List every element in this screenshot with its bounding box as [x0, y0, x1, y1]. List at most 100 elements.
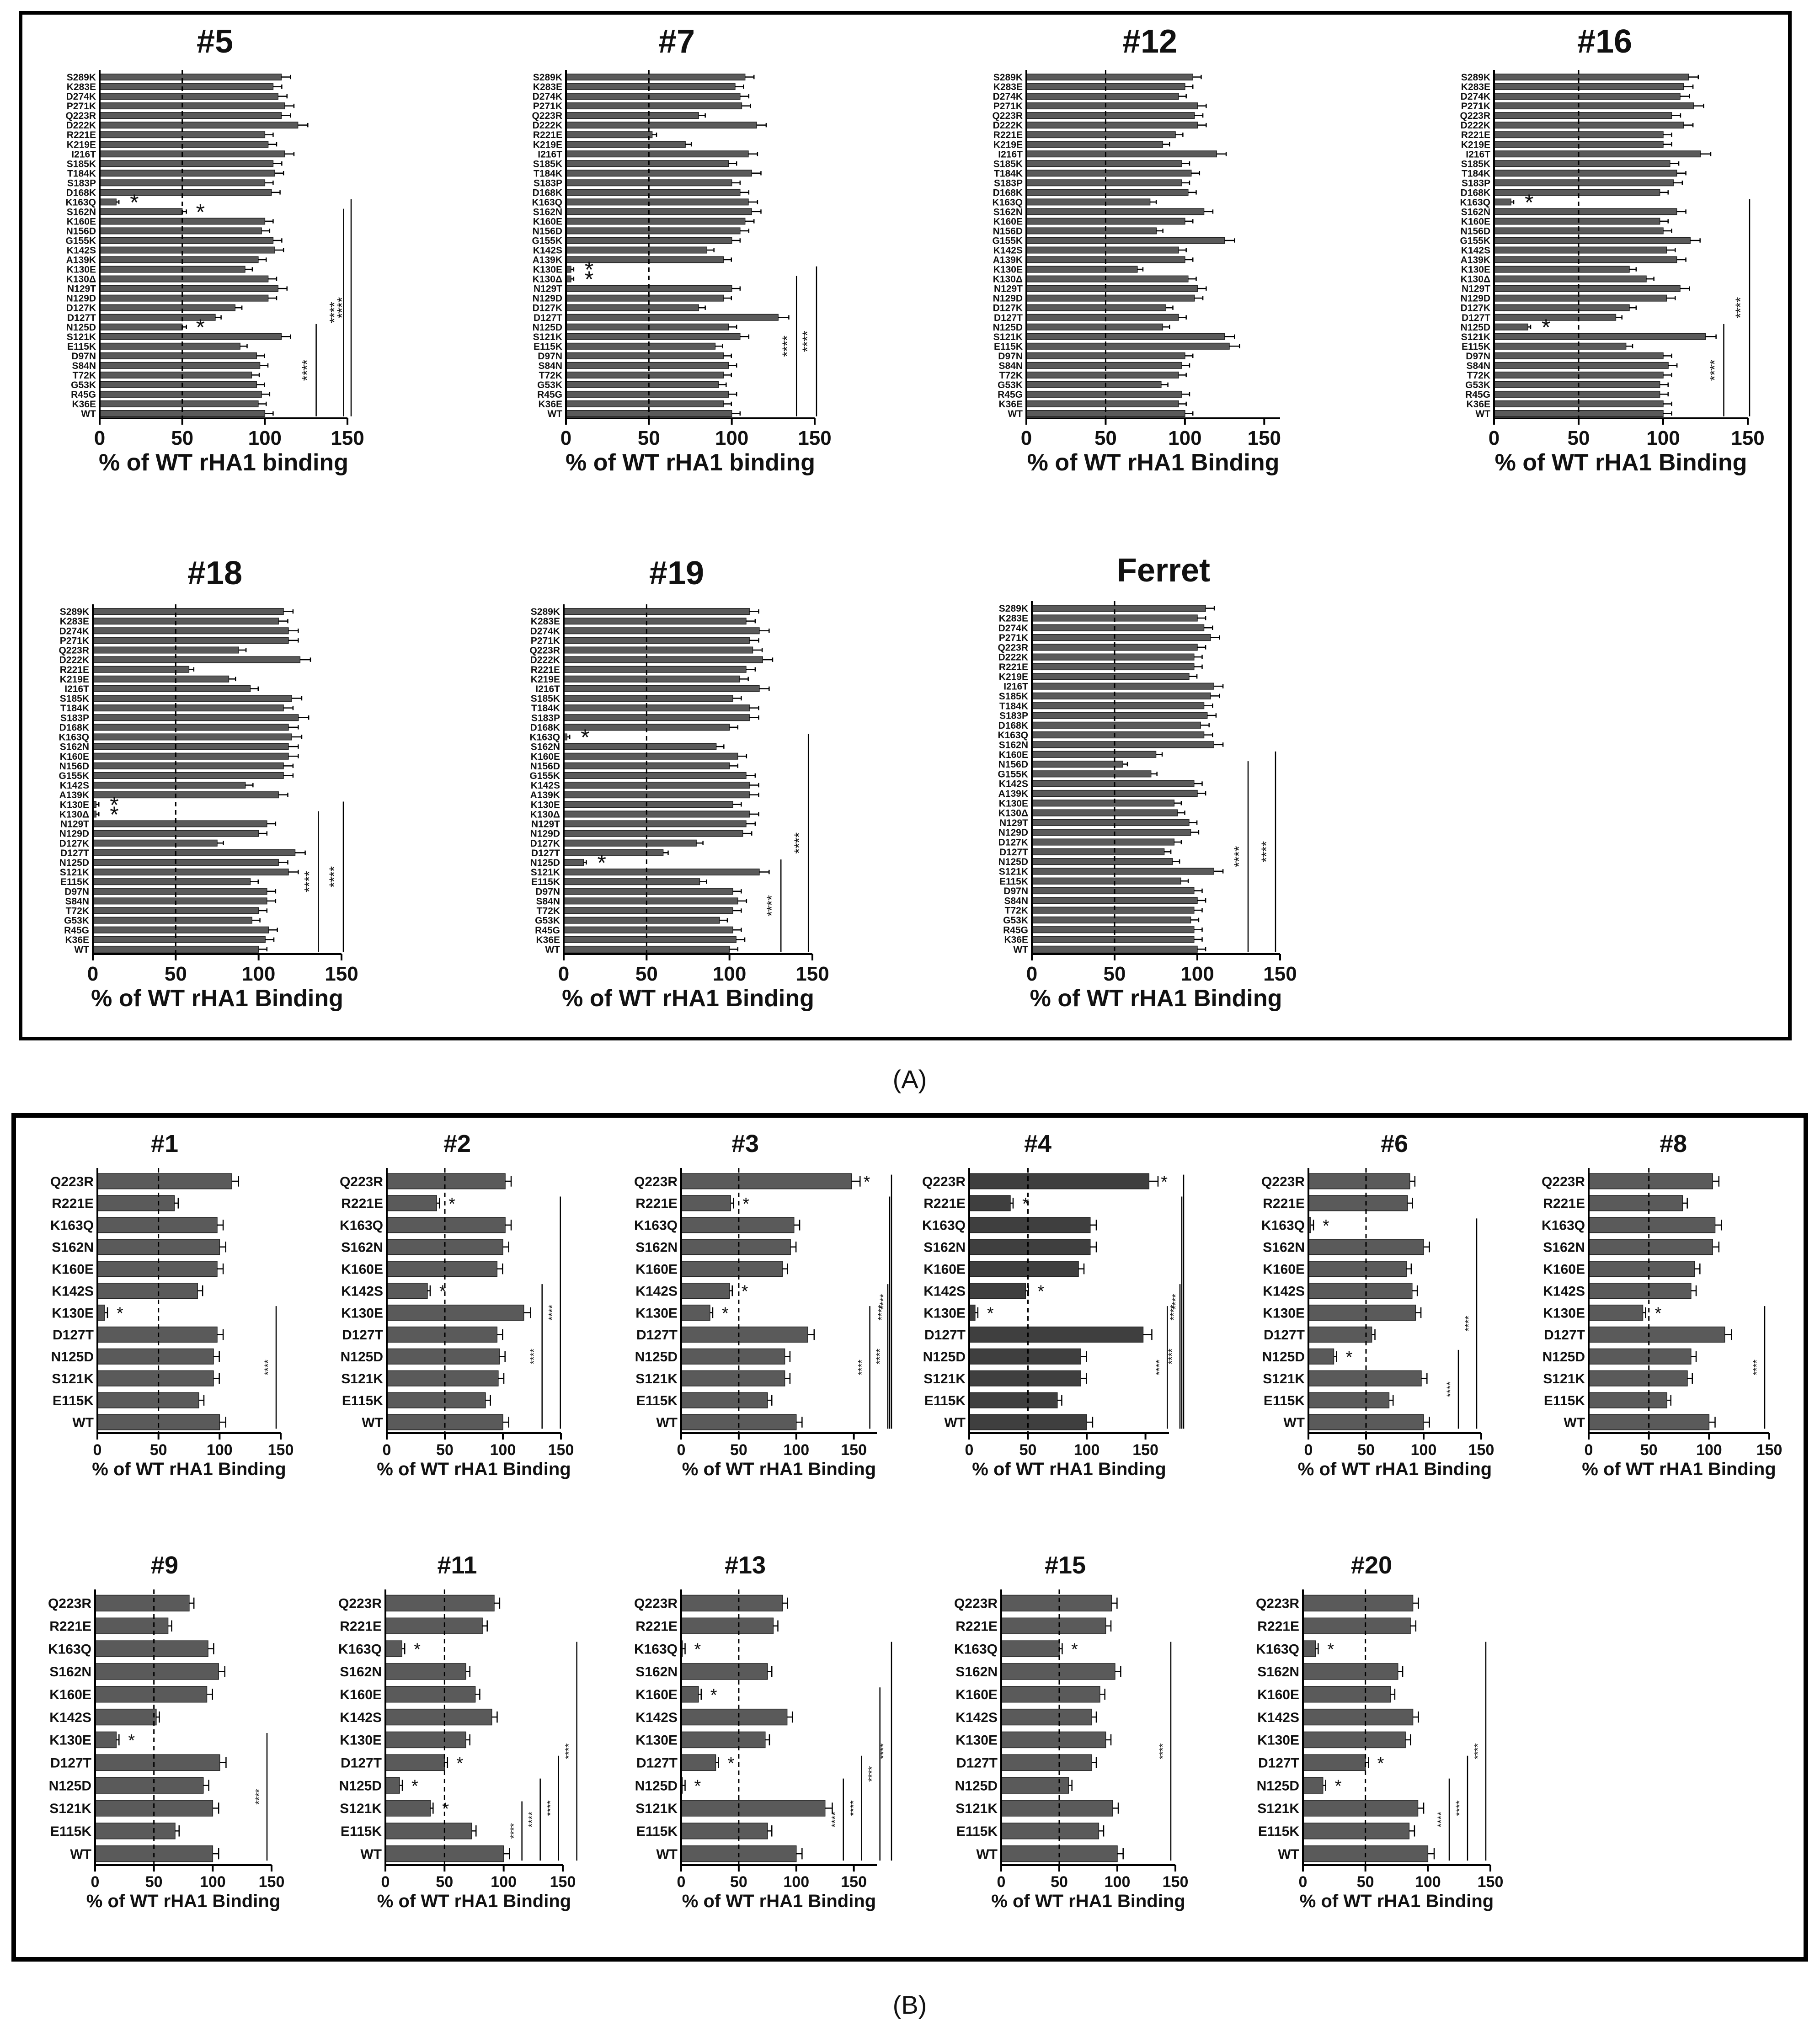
bar-d127t [386, 1326, 498, 1343]
category-label: S162N [49, 1664, 91, 1680]
category-label: D97N [538, 351, 562, 362]
category-label: N125D [339, 1778, 382, 1793]
bar-k130e [97, 1304, 105, 1321]
bar-s162n [681, 1239, 791, 1255]
bar-e115k [95, 1823, 176, 1840]
bar-s121k [99, 333, 282, 340]
bar-s121k [1308, 1370, 1422, 1386]
bar-r45g [99, 390, 262, 398]
category-label: WT [1008, 409, 1023, 419]
category-label: K130Δ [66, 274, 96, 285]
category-label: N125D [1262, 1349, 1305, 1365]
category-label: R221E [1461, 130, 1490, 140]
significance-label: **** [1232, 846, 1247, 867]
bar-k163q [97, 1217, 218, 1233]
chart-n4: #4 Q223R R221E K163Q S162N K160E K142S K130E D12… [922, 1130, 1185, 1479]
bar-r221e [566, 131, 653, 139]
bar-p271k [99, 102, 285, 110]
category-label: K219E [1461, 139, 1490, 150]
asterisk-marker: * [694, 1777, 701, 1796]
category-label: K160E [993, 216, 1023, 227]
category-label: D127T [999, 847, 1028, 858]
category-label: K163Q [532, 197, 562, 208]
x-tick-label: 50 [1104, 963, 1126, 985]
significance-label: **** [874, 1349, 886, 1365]
category-label: D168K [998, 720, 1028, 731]
category-label: Q223R [532, 111, 562, 121]
category-label: Q223R [50, 1174, 94, 1189]
category-label: T184K [60, 703, 89, 714]
category-label: D127T [994, 313, 1023, 323]
category-label: R221E [923, 1196, 966, 1211]
category-label: N156D [59, 761, 89, 772]
bar-s183p [1026, 179, 1182, 187]
bar-t72k [1026, 371, 1179, 379]
chart-title: #13 [725, 1552, 766, 1579]
bar-s162n [1026, 208, 1205, 215]
x-tick-label: 100 [490, 1441, 516, 1459]
category-label: A139K [1461, 255, 1490, 266]
bar-r45g [92, 926, 269, 933]
category-label: D222K [998, 652, 1028, 663]
category-label: K142S [49, 1710, 91, 1725]
bar-q223r [99, 112, 282, 119]
bar-r221e [385, 1617, 483, 1634]
significance-label: **** [878, 1743, 889, 1759]
category-label: S162N [993, 207, 1023, 217]
significance-label: **** [1463, 1316, 1474, 1332]
category-label: R221E [341, 1196, 383, 1211]
category-label: S162N [1543, 1240, 1585, 1255]
category-label: K160E [999, 750, 1028, 760]
category-label: D127T [1544, 1328, 1585, 1343]
bar-g155k [92, 772, 284, 779]
category-label: D127T [53, 1328, 94, 1343]
bar-r221e [681, 1195, 731, 1211]
category-label: S84N [1004, 896, 1028, 906]
category-label: R221E [1263, 1196, 1305, 1211]
bar-g155k [563, 772, 747, 779]
category-label: K130E [923, 1306, 966, 1321]
bar-k130e [1494, 266, 1630, 273]
category-label: S289K [533, 72, 562, 83]
category-label: T72K [999, 370, 1023, 381]
category-label: T184K [67, 168, 96, 179]
x-tick-label: 0 [677, 1441, 686, 1459]
category-label: D127T [956, 1756, 998, 1771]
bar-k283e [99, 83, 274, 91]
asterisk-marker: * [1542, 315, 1550, 340]
asterisk-marker: * [1335, 1777, 1342, 1796]
category-label: K130E [1257, 1733, 1299, 1748]
category-label: WT [360, 1847, 382, 1862]
x-axis-label: % of WT rHA1 Binding [1027, 449, 1280, 476]
chart-title: #16 [1577, 23, 1632, 60]
category-label: G155K [65, 236, 96, 246]
bar-n129t [1026, 285, 1198, 292]
category-label: I216T [1466, 149, 1490, 160]
bar-s183p [1031, 712, 1208, 719]
bar-d127t [1031, 848, 1165, 855]
chart-n1: #1 Q223R R221E K163Q S162N K160E K142S K130E D12… [50, 1130, 294, 1479]
bar-e115k [681, 1823, 768, 1840]
category-label: K160E [531, 752, 560, 762]
chart-title: #19 [649, 555, 704, 592]
category-label: K130E [1263, 1306, 1305, 1321]
category-label: P271K [531, 635, 560, 646]
category-label: S162N [531, 742, 560, 752]
category-label: D274K [993, 91, 1023, 102]
category-label: WT [1013, 944, 1028, 955]
bar-k160e [681, 1686, 699, 1703]
category-label: E115K [994, 341, 1023, 352]
bar-g53k [1026, 381, 1162, 388]
category-label: R221E [635, 1196, 678, 1211]
category-label: R221E [60, 665, 89, 675]
category-label: E115K [531, 877, 560, 887]
bar-k219e [1026, 141, 1164, 148]
bar-n156d [92, 762, 284, 769]
bar-s121k [1031, 868, 1214, 875]
category-label: N125D [1461, 322, 1490, 333]
bar-n125d [566, 323, 729, 331]
category-label: K160E [52, 1262, 94, 1277]
category-label: K163Q [340, 1218, 383, 1233]
bar-d127t [95, 1754, 220, 1771]
category-label: A139K [530, 790, 560, 800]
